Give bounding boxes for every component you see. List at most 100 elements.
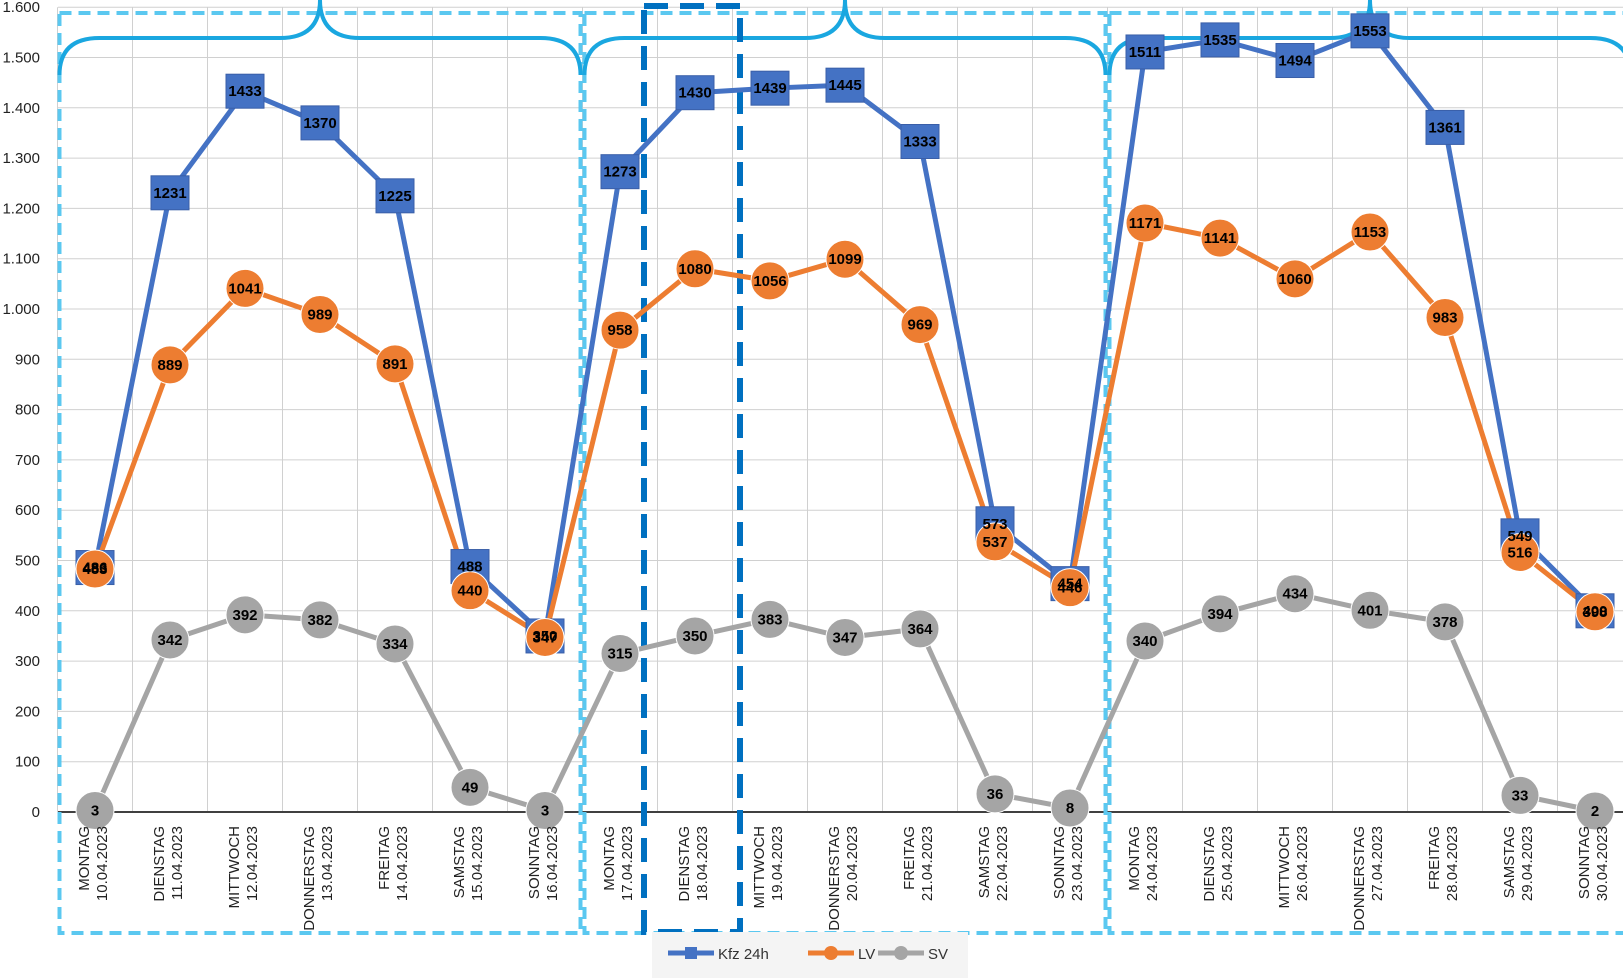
y-tick-label: 1.300 (2, 150, 40, 167)
x-tick-day: DONNERSTAG (301, 826, 318, 931)
data-label: 1080 (678, 261, 711, 278)
marker-square (600, 154, 640, 190)
marker-circle (1575, 592, 1615, 632)
marker-square (300, 105, 340, 141)
marker-circle (525, 790, 565, 830)
marker-circle (375, 344, 415, 384)
marker-circle (1350, 590, 1390, 630)
marker-square (675, 75, 715, 111)
marker-circle (600, 310, 640, 350)
x-tick-day: FREITAG (376, 826, 393, 890)
y-tick-label: 400 (15, 603, 40, 620)
data-label: 1445 (828, 77, 861, 94)
data-label: 889 (157, 357, 182, 374)
marker-square (1425, 109, 1465, 145)
data-label: 36 (987, 786, 1004, 803)
marker-circle (900, 305, 940, 345)
marker-circle (300, 600, 340, 640)
legend-marker (685, 947, 697, 959)
y-tick-label: 200 (15, 703, 40, 720)
x-tick-date: 28.04.2023 (1444, 826, 1461, 901)
x-tick-date: 17.04.2023 (619, 826, 636, 901)
x-tick-date: 12.04.2023 (244, 826, 261, 901)
y-tick-label: 1.200 (2, 200, 40, 217)
x-tick-date: 27.04.2023 (1369, 826, 1386, 901)
data-label: 392 (232, 607, 257, 624)
marker-circle (675, 616, 715, 656)
data-label: 488 (457, 559, 482, 576)
x-tick-day: MONTAG (1126, 826, 1143, 891)
week-annotations (57, 0, 1623, 935)
data-label: 350 (532, 628, 557, 645)
x-tick-date: 20.04.2023 (844, 826, 861, 901)
x-tick-day: SONNTAG (526, 826, 543, 899)
data-label: 1099 (828, 251, 861, 268)
data-label: 1231 (153, 185, 186, 202)
data-label: 1535 (1203, 32, 1236, 49)
data-labels-layer: 486 1231 1433 1370 1225 488 350 1273 1430 1439 144… (82, 23, 1607, 820)
data-label: 342 (157, 632, 182, 649)
y-tick-label: 600 (15, 502, 40, 519)
x-tick-day: DONNERSTAG (1351, 826, 1368, 931)
marker-square (150, 175, 190, 211)
y-tick-label: 900 (15, 351, 40, 368)
y-tick-label: 100 (15, 754, 40, 771)
legend-label: Kfz 24h (718, 946, 769, 963)
data-label: 1433 (228, 83, 261, 100)
marker-square (1275, 43, 1315, 79)
data-label: 537 (982, 534, 1007, 551)
x-tick-day: SAMSTAG (451, 826, 468, 898)
x-tick-date: 24.04.2023 (1144, 826, 1161, 901)
marker-circle (300, 295, 340, 335)
data-label: 347 (832, 629, 857, 646)
data-label: 382 (307, 612, 332, 629)
marker-circle (75, 549, 115, 589)
x-tick-day: DIENSTAG (1201, 826, 1218, 902)
y-axis: 0 100 200 300 400 500 600 700 800 900 1.000 1.100 1.… (2, 0, 40, 821)
marker-circle (1425, 602, 1465, 642)
marker-circle (825, 239, 865, 279)
marker-circle (225, 595, 265, 635)
data-label: 315 (607, 646, 632, 663)
data-label: 33 (1512, 787, 1529, 804)
x-tick-date: 25.04.2023 (1219, 826, 1236, 901)
x-tick-day: SAMSTAG (976, 826, 993, 898)
x-tick-date: 29.04.2023 (1519, 826, 1536, 901)
data-label: 969 (907, 317, 932, 334)
series-line (92, 220, 1597, 640)
y-tick-label: 700 (15, 452, 40, 469)
data-label: 347 (532, 629, 557, 646)
data-label: 516 (1507, 544, 1532, 561)
data-label: 434 (1282, 586, 1308, 603)
data-label: 549 (1507, 528, 1532, 545)
data-label: 983 (1432, 310, 1457, 327)
data-label: 1361 (1428, 119, 1461, 136)
data-label: 2 (1591, 803, 1599, 820)
marker-circle (825, 617, 865, 657)
marker-circle (75, 790, 115, 830)
data-label: 1060 (1278, 271, 1311, 288)
y-tick-label: 1.600 (2, 0, 40, 16)
marker-circle (1200, 594, 1240, 634)
marker-circle (975, 522, 1015, 562)
marker-circle (1425, 298, 1465, 338)
x-tick-date: 15.04.2023 (469, 826, 486, 901)
data-label: 486 (82, 560, 107, 577)
data-label: 1511 (1129, 44, 1162, 61)
marker-circle (525, 617, 565, 657)
marker-circle (1050, 788, 1090, 828)
marker-circle (1200, 218, 1240, 258)
data-label: 573 (982, 516, 1007, 533)
data-label: 1553 (1353, 23, 1386, 40)
week-box (582, 11, 1108, 935)
data-label: 49 (462, 779, 479, 796)
marker-circle (675, 249, 715, 289)
marker-square (1350, 13, 1390, 49)
x-tick-day: FREITAG (901, 826, 918, 890)
series-layer (75, 13, 1615, 831)
x-tick-day: SONNTAG (1051, 826, 1068, 899)
data-label: 398 (1582, 604, 1607, 621)
marker-circle (975, 774, 1015, 814)
legend-label: LV (858, 946, 875, 963)
